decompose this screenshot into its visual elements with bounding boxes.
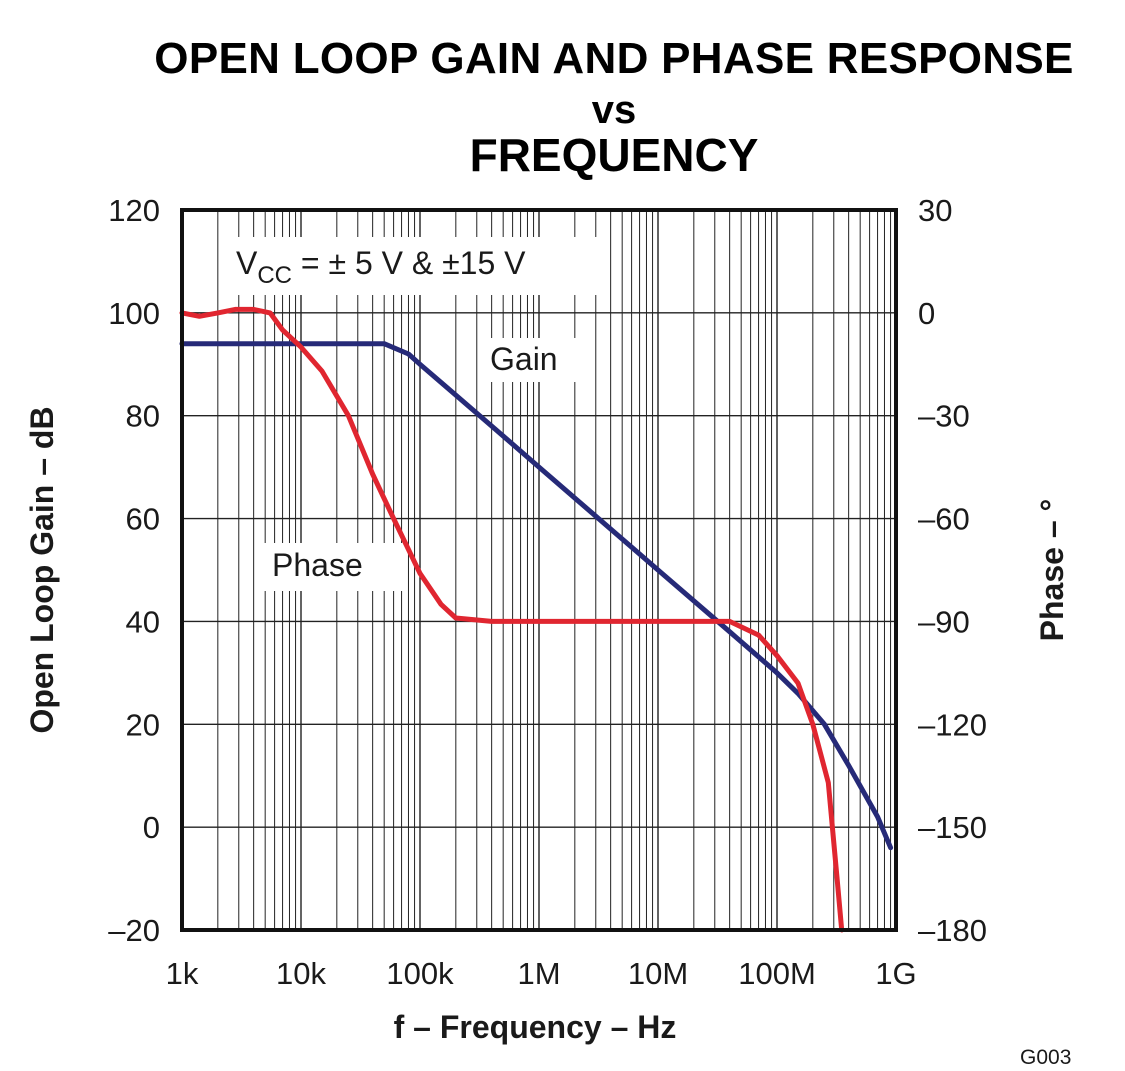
series-gain-line: [179, 341, 894, 851]
x-tick-label: 100M: [738, 956, 816, 991]
x-tick-label: 10M: [628, 956, 688, 991]
chart-title-frequency: FREQUENCY: [469, 129, 759, 181]
plot-frame: [180, 208, 898, 932]
y-tick-label: 80: [126, 399, 160, 434]
y-tick-label: 120: [108, 193, 160, 228]
x-tick-label: 1M: [517, 956, 560, 991]
y2-tick-label: –30: [918, 399, 970, 434]
condition-label: VCC = ± 5 V & ±15 V: [236, 245, 526, 289]
y2-axis-title: Phase – °: [1034, 499, 1070, 642]
y-tick-label: 0: [143, 810, 160, 845]
x-tick-label: 10k: [276, 956, 326, 991]
label-background: [482, 338, 578, 382]
y-axis-title: Open Loop Gain – dB: [24, 406, 60, 733]
y2-tick-label: –90: [918, 604, 970, 639]
series-layer: [179, 306, 894, 933]
tick-labels: 1k 10k 100k 1M 10M 100M 1G 120 100 80 60 40 20 0 –20 30…: [108, 193, 987, 991]
y2-tick-label: –60: [918, 502, 970, 537]
y2-tick-label: 0: [918, 296, 935, 331]
x-tick-label: 100k: [386, 956, 454, 991]
label-background: [255, 543, 405, 591]
figure-code: G003: [1020, 1046, 1071, 1069]
label-backgrounds: [225, 237, 610, 591]
x-tick-label: 1k: [166, 956, 199, 991]
x-tick-label: 1G: [875, 956, 916, 991]
y2-tick-label: –120: [918, 707, 987, 742]
y-tick-label: 60: [126, 502, 160, 537]
series-phase-line: [179, 306, 845, 933]
y-tick-label: 100: [108, 296, 160, 331]
chart-title: OPEN LOOP GAIN AND PHASE RESPONSE: [154, 34, 1074, 83]
y2-tick-label: 30: [918, 193, 952, 228]
y-tick-label: 40: [126, 604, 160, 639]
y-tick-label: 20: [126, 707, 160, 742]
y2-tick-label: –180: [918, 913, 987, 948]
chart-title-vs: vs: [591, 88, 637, 132]
x-axis-title: f – Frequency – Hz: [394, 1009, 677, 1045]
y-tick-label: –20: [108, 913, 160, 948]
label-background: [225, 237, 610, 295]
gain-series-label: Gain: [490, 341, 558, 377]
phase-series-label: Phase: [272, 547, 363, 583]
y2-tick-label: –150: [918, 810, 987, 845]
